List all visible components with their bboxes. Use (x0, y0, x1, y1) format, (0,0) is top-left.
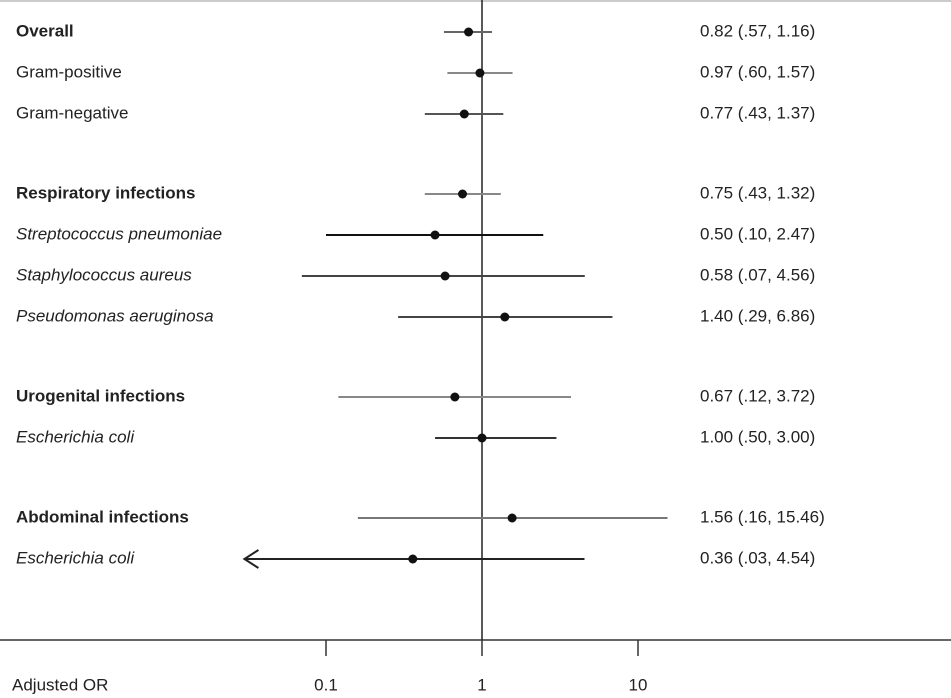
row-label: Escherichia coli (16, 427, 135, 446)
value-label: 1.40 (.29, 6.86) (700, 306, 815, 325)
value-label: 0.67 (.12, 3.72) (700, 386, 815, 405)
x-axis-label: Adjusted OR (12, 675, 108, 694)
x-tick-label: 0.1 (314, 675, 338, 694)
point-estimate (440, 271, 450, 281)
value-label: 0.97 (.60, 1.57) (700, 62, 815, 81)
point-estimate (464, 27, 474, 37)
row-label: Pseudomonas aeruginosa (16, 306, 214, 325)
point-estimate (458, 189, 468, 199)
row-label: Urogenital infections (16, 386, 185, 405)
point-estimate (430, 230, 440, 240)
ci-arrow (242, 549, 259, 569)
row-label: Gram-negative (16, 103, 128, 122)
row-label: Abdominal infections (16, 507, 189, 526)
value-label: 0.50 (.10, 2.47) (700, 224, 815, 243)
value-label: 0.36 (.03, 4.54) (700, 548, 815, 567)
point-estimate (477, 433, 487, 443)
value-label: 0.75 (.43, 1.32) (700, 183, 815, 202)
value-label: 1.00 (.50, 3.00) (700, 427, 815, 446)
value-label: 1.56 (.16, 15.46) (700, 507, 825, 526)
point-estimate (507, 513, 517, 523)
row-label: Streptococcus pneumoniae (16, 224, 222, 243)
point-estimate (459, 109, 469, 119)
row-label: Escherichia coli (16, 548, 135, 567)
x-tick-label: 1 (477, 675, 486, 694)
point-estimate (500, 312, 510, 322)
point-estimate (450, 392, 460, 402)
value-label: 0.58 (.07, 4.56) (700, 265, 815, 284)
value-label: 0.77 (.43, 1.37) (700, 103, 815, 122)
row-label: Respiratory infections (16, 183, 196, 202)
x-tick-label: 10 (629, 675, 648, 694)
point-estimate (475, 68, 485, 78)
row-label: Gram-positive (16, 62, 122, 81)
point-estimate (408, 554, 418, 564)
value-label: 0.82 (.57, 1.16) (700, 21, 815, 40)
row-label: Overall (16, 21, 74, 40)
row-label: Staphylococcus aureus (16, 265, 192, 284)
